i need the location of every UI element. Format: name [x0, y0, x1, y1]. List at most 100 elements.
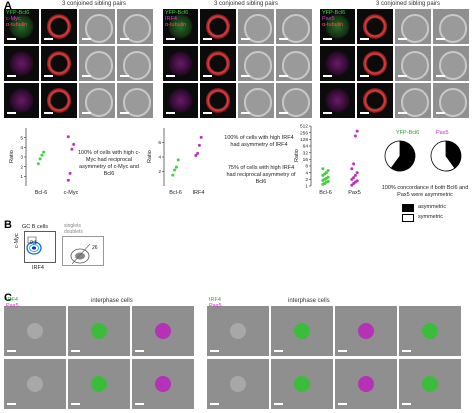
pie-title-pax5: Pax5 [436, 130, 449, 136]
concordance-note: 100% concordance if both Bcl6 and Pax5 w… [381, 185, 469, 198]
scale-bar [436, 75, 445, 77]
micrograph-tile [79, 46, 115, 81]
scale-bar [241, 38, 250, 40]
data-point [326, 169, 330, 173]
interphase-tile [399, 359, 461, 409]
data-point [173, 168, 177, 172]
scale-bar [436, 112, 445, 114]
scale-bar [166, 112, 175, 114]
data-point [174, 165, 178, 169]
micrograph-tile [433, 46, 469, 81]
gate-value: 0.1 [30, 240, 37, 246]
y-tick-label: 2 [20, 164, 23, 170]
y-tick-label: 512 [300, 124, 308, 130]
scale-bar [7, 38, 16, 40]
micrograph-tile [163, 83, 198, 118]
scale-bar [44, 38, 53, 40]
y-tick-label: 8 [305, 164, 308, 170]
scale-bar [279, 38, 288, 40]
flow-plot-gc [24, 231, 56, 263]
scale-bar [7, 403, 16, 405]
x-category-label: c-Myc [64, 190, 79, 196]
data-point [353, 134, 357, 138]
interphase-tile [68, 359, 130, 409]
micrograph-tile [4, 9, 39, 44]
scale-bar [241, 75, 250, 77]
interphase-tile [207, 306, 269, 356]
interphase-tile [68, 306, 130, 356]
c2-channel-labels: IRF4 Pax5 [209, 297, 222, 309]
scale-bar [274, 403, 283, 405]
pie-pax5 [430, 140, 462, 172]
data-point [70, 147, 74, 151]
data-point [40, 153, 44, 157]
annotation-cmyc: 100% of cells with high c-Myc had recipr… [77, 150, 141, 177]
y-tick-label: 1 [20, 174, 23, 180]
scale-bar [166, 38, 175, 40]
scale-bar [279, 112, 288, 114]
data-point [199, 135, 203, 139]
data-point [36, 162, 40, 166]
interphase-tile [4, 359, 66, 409]
interphase-tile [207, 359, 269, 409]
scatter-cmyc: 1 2 3 4 5 Ratio Bcl-6 c-Myc [9, 128, 79, 196]
scale-bar [436, 38, 445, 40]
pie-slice-symmetric [430, 140, 456, 172]
scale-bar [7, 75, 16, 77]
flow-plot-singlets [62, 236, 104, 266]
micrograph-tile [276, 46, 312, 81]
data-point [355, 179, 359, 183]
a2-channel-labels: YFP-Bcl6 IRF4 α-tubulin [165, 10, 189, 28]
c-header-2: interphase cells [288, 298, 330, 304]
y-tick-label: 2 [158, 169, 161, 175]
interphase-tile [271, 306, 333, 356]
interphase-tile [335, 359, 397, 409]
flow-x-axis-label: IRF4 [32, 265, 44, 271]
scale-bar [274, 350, 283, 352]
data-point [42, 150, 46, 154]
scale-bar [360, 75, 369, 77]
scale-bar [120, 38, 129, 40]
data-point [326, 179, 330, 183]
micrograph-tile [357, 46, 393, 81]
scale-bar [338, 403, 347, 405]
micrograph-tile [238, 46, 274, 81]
y-tick-label: 4 [158, 155, 161, 161]
y-tick-label: 4 [305, 170, 308, 176]
y-axis-label: Ratio [294, 149, 300, 162]
micrograph-tile [395, 46, 431, 81]
micrograph-tile [395, 9, 431, 44]
scale-bar [120, 112, 129, 114]
micrograph-tile [163, 46, 198, 81]
annotation-irf4-bcl6: 75% of cells with high IRF4 had reciproc… [226, 165, 296, 185]
scale-bar [203, 38, 212, 40]
micrograph-tile [4, 46, 39, 81]
scale-bar [323, 112, 332, 114]
x-category-label: Pax5 [348, 190, 361, 196]
legend-asymmetric-swatch [402, 204, 414, 212]
c-header-1: interphase cells [91, 298, 133, 304]
scale-bar [7, 112, 16, 114]
scale-bar [398, 38, 407, 40]
data-point [324, 171, 328, 175]
scale-bar [210, 350, 219, 352]
scale-bar [241, 112, 250, 114]
data-point [352, 176, 356, 180]
data-point [352, 162, 356, 166]
legend-symmetric-swatch [402, 214, 414, 222]
micrograph-tile [4, 83, 39, 118]
y-tick-label: 256 [300, 130, 308, 136]
scale-bar [71, 350, 80, 352]
pie-slice-asymmetric [445, 140, 462, 169]
data-point [171, 173, 175, 177]
data-point [38, 157, 42, 161]
x-category-label: Bcl-6 [319, 190, 332, 196]
interphase-tile [335, 306, 397, 356]
image-grid-pax5 [320, 9, 469, 120]
micrograph-tile [200, 46, 236, 81]
scale-bar [82, 38, 91, 40]
micrograph-tile [163, 9, 198, 44]
scale-bar [135, 350, 144, 352]
scale-bar [398, 112, 407, 114]
